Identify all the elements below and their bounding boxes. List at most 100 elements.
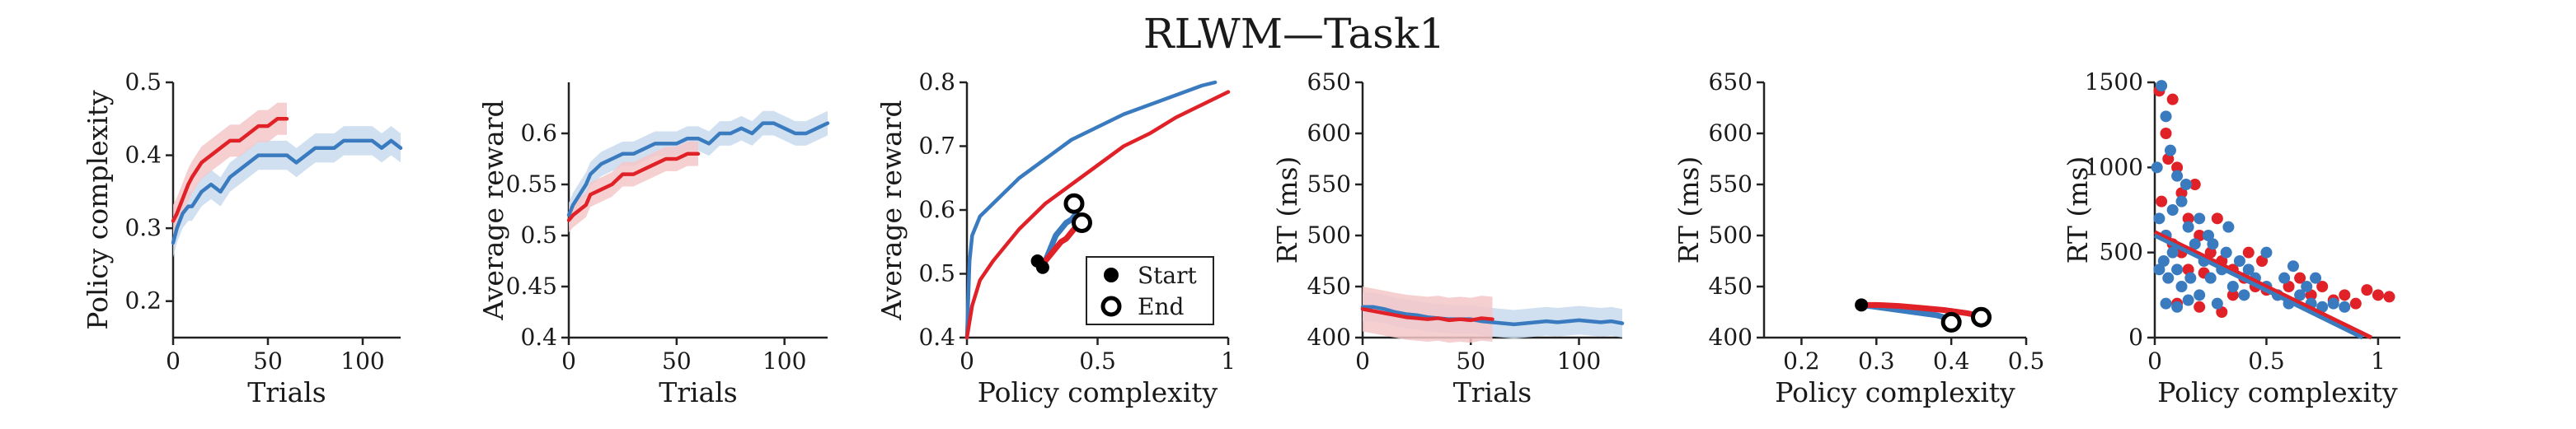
legend-label: End [1138, 293, 1184, 320]
point-blue [2238, 289, 2250, 301]
point-red [2372, 289, 2384, 301]
point-red [2194, 230, 2206, 241]
point-red [2226, 289, 2239, 301]
y-tick-label: 500 [1307, 221, 1351, 249]
point-blue [2339, 301, 2351, 313]
y-tick-label: 0.4 [520, 324, 557, 351]
series-blue-line [964, 80, 1218, 340]
y-axis-label: RT (ms) [2062, 156, 2094, 264]
point-red [2156, 195, 2168, 208]
y-axis-label: RT (ms) [1271, 156, 1303, 264]
x-tick-label: 0 [561, 347, 576, 375]
point-blue [2222, 221, 2235, 233]
x-tick-label: 0 [960, 347, 974, 375]
end-marker [1071, 212, 1092, 233]
point-blue [2166, 204, 2179, 216]
y-tick-label: 0.6 [520, 119, 557, 147]
point-red [2294, 272, 2306, 284]
x-axis-label: Policy complexity [978, 376, 1218, 408]
point-blue [2157, 255, 2170, 267]
x-tick-label: 50 [1456, 347, 1485, 375]
x-tick-label: 0 [1355, 347, 1370, 375]
y-tick-label: 0.5 [918, 260, 955, 287]
point-red [2166, 93, 2179, 105]
y-tick-label: 0.45 [506, 273, 557, 300]
point-blue [2207, 238, 2219, 250]
point-blue [2226, 281, 2239, 292]
y-tick-label: 0 [2128, 324, 2143, 351]
figure-title: RLWM—Task1 [1143, 10, 1445, 58]
point-blue [2153, 263, 2165, 276]
y-tick-label: 0.8 [918, 68, 955, 96]
point-blue [2175, 281, 2188, 292]
series-red-line [566, 152, 701, 222]
y-axis-label: RT (ms) [1673, 156, 1705, 264]
point-blue [2233, 255, 2245, 267]
point-red [2160, 128, 2172, 139]
x-tick-label: 100 [340, 347, 384, 375]
x-tick-label: 100 [1557, 347, 1601, 375]
point-blue [2211, 297, 2223, 310]
point-blue [2182, 294, 2194, 306]
point-blue [2316, 301, 2329, 313]
point-red [2349, 297, 2362, 310]
y-tick-label: 0.5 [124, 68, 162, 96]
point-blue [2182, 221, 2194, 233]
point-blue [2184, 272, 2197, 284]
end-marker [1940, 311, 1962, 333]
y-tick-label: 400 [1709, 324, 1753, 351]
series-blue-band [569, 110, 828, 228]
y-tick-label: 1500 [2085, 68, 2143, 96]
point-blue [2260, 246, 2273, 259]
x-tick-label: 0 [2147, 347, 2162, 375]
x-tick-label: 50 [662, 347, 692, 375]
point-red [2283, 281, 2295, 292]
start-marker [1855, 298, 1869, 312]
y-tick-label: 0.2 [124, 287, 162, 315]
start-marker [1035, 260, 1049, 274]
point-blue [2287, 260, 2299, 273]
point-blue [2166, 246, 2179, 259]
x-tick-label: 100 [762, 347, 806, 375]
y-tick-label: 0.5 [520, 221, 557, 249]
x-tick-label: 1 [2371, 347, 2386, 375]
point-blue [2162, 272, 2175, 284]
series-blue-line [171, 138, 403, 245]
panel-2: 0 50 100 0.4 0.45 0.5 0.55 0.6 Trials Average rew… [477, 82, 830, 408]
y-tick-label: 600 [1709, 119, 1753, 147]
end-marker [1063, 193, 1085, 214]
series-red-line [1858, 301, 1984, 319]
x-tick-label: 0.5 [1079, 347, 1116, 375]
series-red-band [1363, 287, 1493, 343]
y-axis-label: Average reward [477, 100, 509, 320]
point-red [2242, 246, 2255, 259]
point-blue [2164, 144, 2176, 156]
point-blue [2278, 272, 2291, 284]
y-tick-label: 0.55 [506, 170, 557, 198]
y-tick-label: 550 [1709, 170, 1753, 198]
x-tick-label: 0 [166, 347, 181, 375]
y-tick-label: 500 [1709, 221, 1753, 249]
end-marker [1970, 306, 1992, 328]
point-blue [2310, 272, 2322, 284]
panel-5: 0.2 0.3 0.4 0.5 400 450 500 550 600 650 Policy com… [1673, 68, 2044, 408]
legend-end-marker [1100, 296, 1122, 317]
x-tick-label: 1 [1221, 347, 1236, 375]
point-red [2194, 301, 2206, 313]
series-red-line [1042, 220, 1082, 264]
x-axis-label: Trials [659, 376, 738, 408]
point-blue [2204, 272, 2217, 284]
legend-label: Start [1138, 262, 1198, 289]
y-tick-label: 450 [1307, 273, 1351, 300]
y-tick-label: 0.7 [918, 133, 955, 160]
y-tick-label: 0.3 [124, 214, 162, 241]
x-tick-label: 0.5 [2248, 347, 2285, 375]
legend-start-marker [1104, 268, 1119, 282]
series-red-band [569, 141, 698, 233]
point-red [2216, 306, 2228, 318]
x-axis-label: Trials [1453, 376, 1532, 408]
fit-line-blue [2153, 233, 2364, 340]
x-axis-label: Policy complexity [2157, 376, 2398, 408]
y-tick-label: 500 [2100, 239, 2143, 266]
